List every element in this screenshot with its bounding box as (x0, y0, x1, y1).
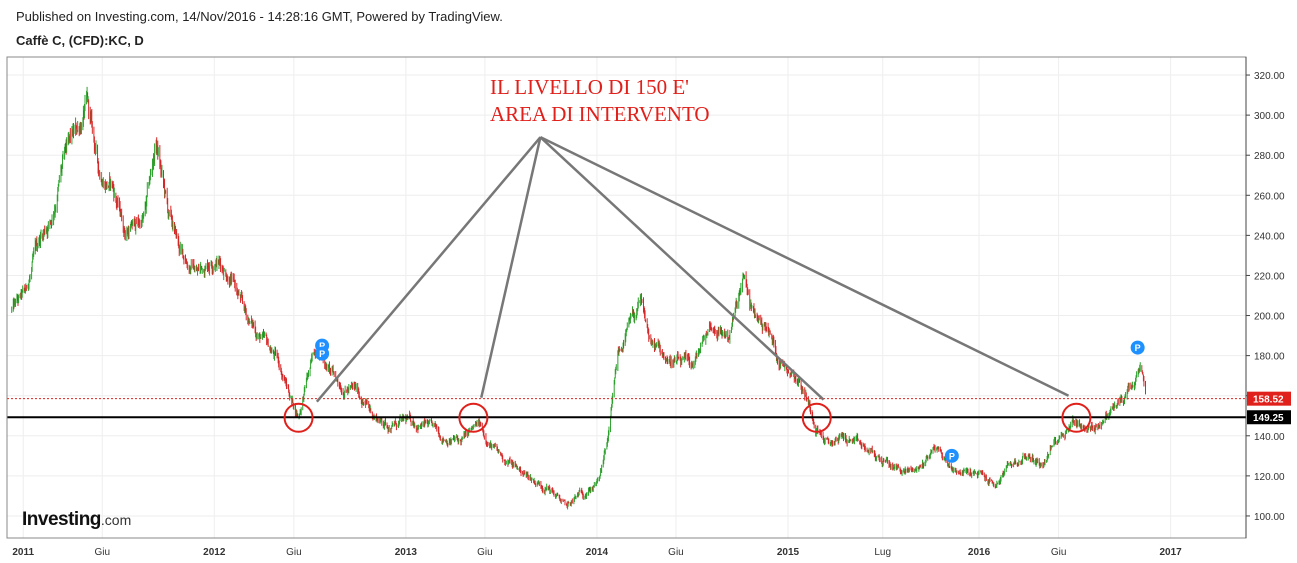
event-marker-label: P (1135, 343, 1141, 353)
x-tick-label: 2016 (968, 547, 991, 558)
y-tick-label: 320.00 (1254, 71, 1285, 82)
support-circle (458, 402, 489, 433)
y-tick-label: 180.00 (1254, 352, 1285, 363)
current-price-tag: 158.52 (1253, 395, 1284, 406)
x-tick-label: Giu (94, 547, 110, 558)
chart-frame (6, 56, 1247, 539)
x-tick-label: Giu (477, 547, 493, 558)
y-tick-label: 120.00 (1254, 472, 1285, 483)
current-price-tag-box (1247, 391, 1291, 406)
support-circle (801, 402, 832, 433)
x-tick-label: 2014 (586, 547, 609, 558)
instrument-title: Caffè C, (CFD):KC, D (16, 33, 144, 48)
support-circle (1061, 402, 1092, 433)
y-axis: 100.00120.00140.00160.00180.00200.00220.… (1246, 71, 1291, 523)
support-price-tag-box (1247, 410, 1291, 425)
x-tick-label: 2015 (777, 547, 800, 558)
plot-border (6, 56, 1247, 539)
event-marker-label: P (949, 451, 955, 461)
x-axis: 2011 Giu 2012 Giu 2013 Giu 2014 Giu 2015 Lug 2016 G… (12, 547, 1182, 558)
level-lines (7, 398, 1246, 419)
arrow-line (539, 136, 825, 401)
annotation-text: IL LIVELLO DI 150 E' AREA DI INTERVENTO (490, 74, 710, 128)
logo-main: Investing (22, 509, 101, 530)
published-info: Published on Investing.com, 14/Nov/2016 … (16, 9, 503, 24)
support-price-tag: 149.25 (1253, 413, 1284, 424)
x-tick-label: 2011 (12, 547, 34, 558)
annotation-line-2: AREA DI INTERVENTO (490, 102, 710, 126)
event-marker-icon (315, 346, 330, 361)
arrow-line (539, 136, 1070, 397)
support-circles (283, 402, 1092, 433)
x-tick-label: Giu (1051, 547, 1067, 558)
annotation-line-1: IL LIVELLO DI 150 E' (490, 75, 689, 99)
x-tick-label: 2012 (203, 547, 226, 558)
event-marker-label: P (319, 349, 325, 359)
y-tick-label: 220.00 (1254, 271, 1285, 282)
annotation-arrows (315, 136, 1070, 403)
x-tick-label: Lug (874, 547, 891, 558)
arrow-line (480, 136, 542, 398)
investing-logo: Investing.com (22, 509, 131, 531)
x-tick-label: Giu (668, 547, 684, 558)
arrow-line (315, 136, 542, 403)
y-tick-label: 200.00 (1254, 312, 1285, 323)
y-tick-label: 100.00 (1254, 512, 1285, 523)
y-tick-label: 280.00 (1254, 151, 1285, 162)
y-tick-label: 140.00 (1254, 432, 1285, 443)
x-tick-label: 2013 (395, 547, 418, 558)
y-tick-label: 260.00 (1254, 191, 1285, 202)
candle-series (11, 86, 1146, 510)
event-marker-label: P (319, 341, 325, 351)
y-tick-label: 240.00 (1254, 231, 1285, 242)
y-tick-label: 300.00 (1254, 111, 1285, 122)
support-circle (283, 402, 314, 433)
event-marker-icon (944, 448, 959, 463)
logo-suffix: .com (100, 512, 132, 528)
event-marker-icon (1130, 340, 1145, 355)
x-tick-label: Giu (286, 547, 302, 558)
x-tick-label: 2017 (1159, 547, 1182, 558)
chart-grid (7, 57, 1246, 538)
